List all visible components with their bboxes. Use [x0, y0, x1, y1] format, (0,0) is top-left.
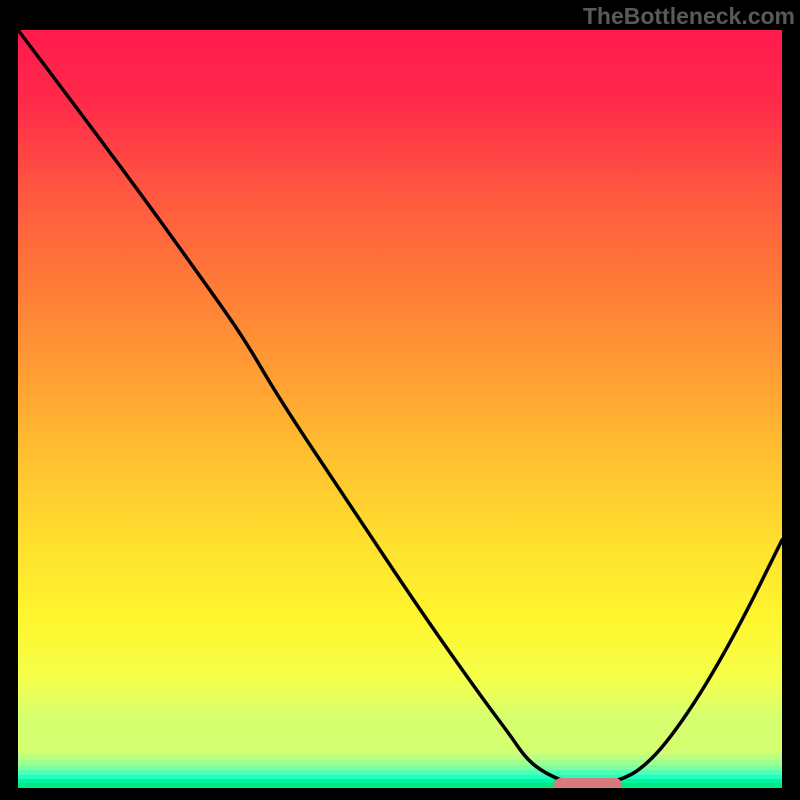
watermark-text: TheBottleneck.com — [583, 3, 795, 30]
frame-border-left — [0, 0, 18, 800]
chart-frame: TheBottleneck.com — [0, 0, 800, 800]
bottleneck-curve — [0, 0, 800, 800]
frame-border-right — [782, 0, 800, 800]
frame-border-bottom — [0, 788, 800, 800]
